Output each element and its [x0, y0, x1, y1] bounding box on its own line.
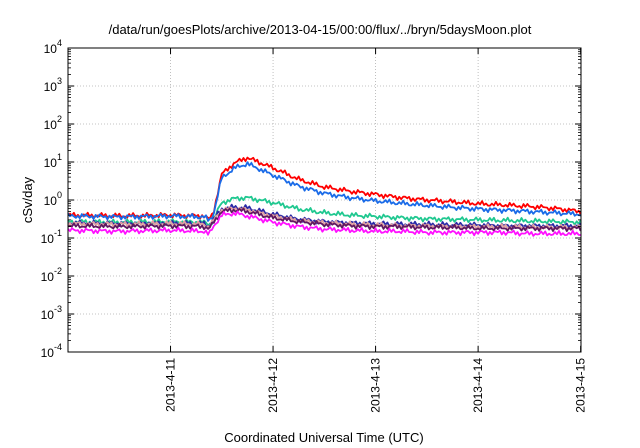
x-tick-label: 2013-4-14: [471, 358, 485, 413]
y-tick-label: 104: [44, 38, 62, 56]
y-tick-label: 10-4: [41, 342, 62, 360]
y-tick-label: 10-1: [41, 228, 62, 246]
x-tick-label: 2013-4-12: [266, 358, 280, 413]
series-group: [67, 156, 582, 237]
y-tick-label: 10-2: [41, 266, 62, 284]
grid: [68, 48, 582, 352]
x-tick-label: 2013-4-15: [574, 358, 588, 413]
y-axis: 10-4 10-3 10-2 10-1 100 101 102 103 104: [41, 38, 581, 360]
chart-title: /data/run/goesPlots/archive/2013-04-15/0…: [109, 22, 532, 37]
x-axis-label: Coordinated Universal Time (UTC): [224, 430, 423, 445]
y-tick-label: 103: [44, 76, 62, 94]
plot-frame: [67, 47, 582, 353]
x-tick-label: 2013-4-11: [164, 358, 178, 412]
y-tick-label: 100: [44, 190, 62, 208]
x-tick-label: 2013-4-13: [369, 358, 383, 413]
x-axis: 2013-4-11 2013-4-12 2013-4-13 2013-4-14 2013…: [164, 48, 588, 413]
y-tick-label: 101: [44, 152, 62, 170]
y-tick-label: 10-3: [41, 304, 62, 322]
series-line-7: [67, 210, 581, 237]
series-line-2: [67, 161, 581, 222]
y-tick-label: 102: [44, 114, 62, 132]
y-axis-label: cSv/day: [20, 176, 35, 223]
series-line-6: [67, 207, 582, 232]
